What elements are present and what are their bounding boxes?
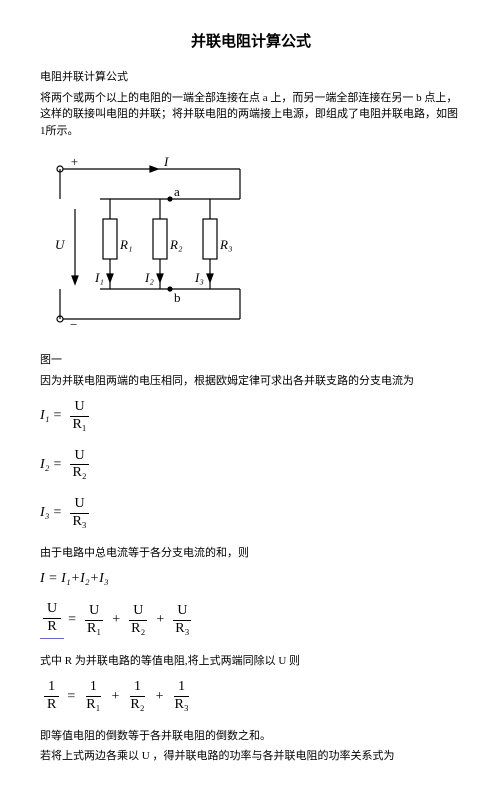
label-R1: R₁ (119, 237, 132, 252)
label-I1: I₁ (94, 270, 104, 285)
page-title: 并联电阻计算公式 (40, 30, 462, 51)
figure-caption: 图一 (40, 352, 462, 369)
intro-line-2: 将两个或两个以上的电阻的一端全部连接在点 a 上，而另一端全部连接在另一 b 点… (40, 90, 462, 140)
label-plus: + (70, 154, 79, 169)
paragraph-4: 即等值电阻的倒数等于各并联电阻的倒数之和。 (40, 728, 462, 745)
label-R2: R₂ (169, 237, 183, 252)
label-I: I (163, 154, 169, 169)
intro-line-1: 电阻并联计算公式 (40, 69, 462, 86)
label-minus: − (70, 317, 77, 332)
circuit-diagram: + I a U R₁ R₂ R₃ I₁ I₂ I₃ b − (40, 154, 462, 337)
formula-inverse: 1R = 1R₁ + 1R₂ + 1R₃ (40, 679, 462, 714)
formula-I3: I₃= UR₃ (40, 496, 462, 531)
formula-Isum: I = I₁+I₂+I₃ (40, 571, 462, 587)
paragraph-2: 由于电路中总电流等于各分支电流的和，则 (40, 545, 462, 562)
label-b: b (174, 290, 181, 305)
formula-I2: I₂= UR₂ (40, 448, 462, 483)
paragraph-1: 因为并联电阻两端的电压相同，根据欧姆定律可求出各并联支路的分支电流为 (40, 373, 462, 390)
label-a: a (174, 184, 180, 199)
label-U: U (55, 237, 66, 252)
formula-UoverR: UR = UR₁ + UR₂ + UR₃ (40, 601, 462, 639)
label-I2: I₂ (144, 270, 154, 285)
label-R3: R₃ (219, 237, 232, 252)
label-I3: I₃ (194, 270, 204, 285)
paragraph-5: 若将上式两边各乘以 U ，得并联电路的功率与各并联电阻的功率关系式为 (40, 748, 462, 765)
paragraph-3: 式中 R 为并联电路的等值电阻,将上式两端同除以 U 则 (40, 653, 462, 670)
formula-I1: I₁= UR₁ (40, 399, 462, 434)
